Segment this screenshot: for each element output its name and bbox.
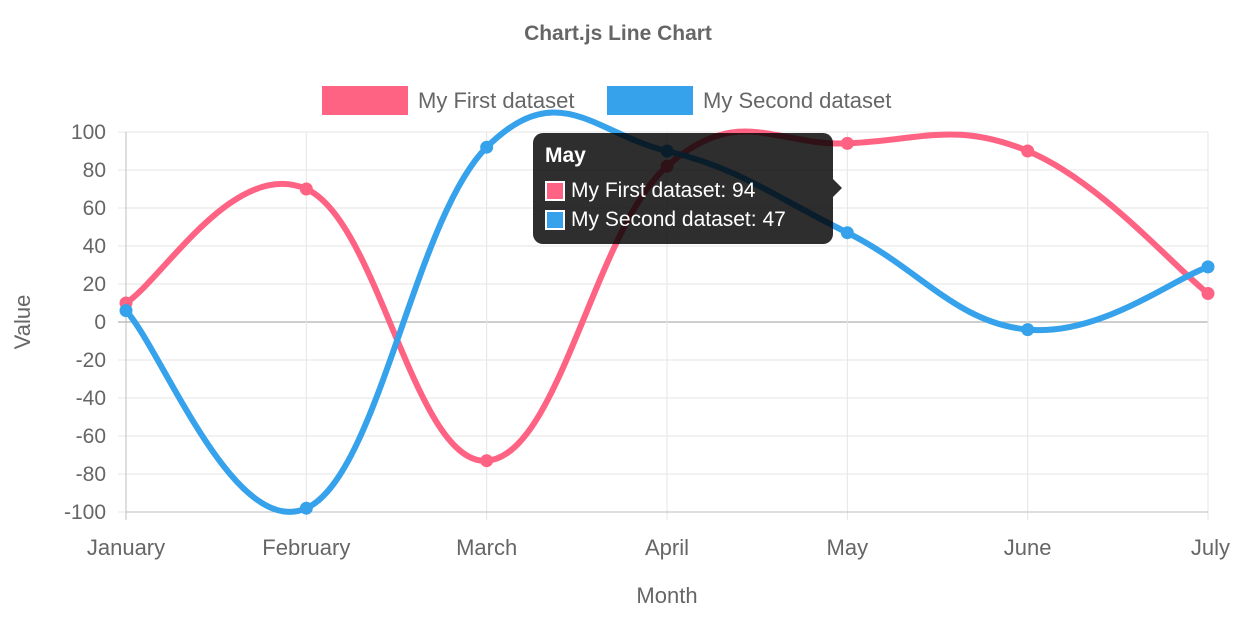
y-tick-label: 0 [94, 311, 106, 334]
data-point[interactable] [480, 454, 494, 468]
tooltip-swatch-first [545, 180, 565, 201]
legend-label: My Second dataset [703, 88, 891, 113]
y-tick-label: 40 [83, 235, 106, 258]
y-tick-label: -40 [76, 387, 106, 410]
x-tick-label: May [827, 535, 869, 560]
y-tick-label: 60 [83, 197, 106, 220]
y-tick-label: 80 [83, 159, 106, 182]
legend-swatch [322, 86, 408, 115]
x-tick-label: February [262, 535, 350, 560]
y-tick-label: 20 [83, 273, 106, 296]
data-point[interactable] [840, 136, 854, 150]
data-point[interactable] [840, 226, 854, 240]
data-point[interactable] [1201, 287, 1215, 300]
y-axis-ticks: 100 80 60 40 20 0 -20 -40 -60 -80 -100 [64, 121, 106, 524]
y-tick-label: -60 [76, 425, 106, 448]
y-axis-label: Value [10, 295, 35, 350]
x-axis-ticks: January February March April May June July [87, 535, 1230, 560]
data-point[interactable] [299, 501, 313, 515]
y-tick-label: 100 [71, 121, 106, 144]
x-tick-label: July [1191, 535, 1230, 560]
legend: My First dataset My Second dataset [322, 86, 891, 115]
x-tick-label: March [456, 535, 517, 560]
y-tick-label: -80 [76, 463, 106, 486]
chart-title: Chart.js Line Chart [524, 22, 712, 45]
data-point[interactable] [1021, 323, 1035, 337]
legend-swatch [607, 86, 693, 115]
x-axis-label: Month [636, 583, 697, 608]
series-line [123, 109, 1211, 515]
x-tick-label: June [1004, 535, 1052, 560]
data-point[interactable] [480, 140, 494, 154]
data-point[interactable] [1021, 144, 1035, 158]
x-tick-label: January [87, 535, 165, 560]
data-point[interactable] [299, 182, 313, 196]
tooltip-row: My Second dataset: 47 [545, 205, 821, 234]
data-point[interactable] [1201, 260, 1215, 274]
y-tick-label: -20 [76, 349, 106, 372]
tooltip-row: My First dataset: 94 [545, 176, 821, 205]
y-tick-label: -100 [64, 501, 106, 524]
legend-label: My First dataset [418, 88, 574, 113]
tooltip-row-label: My Second dataset: 47 [571, 207, 786, 231]
tooltip: May My First dataset: 94 My Second datas… [533, 133, 842, 244]
x-tick-label: April [645, 535, 689, 560]
tooltip-row-label: My First dataset: 94 [571, 178, 756, 202]
data-point[interactable] [119, 304, 133, 318]
tooltip-title: May [545, 144, 586, 167]
tooltip-swatch-second [545, 209, 565, 230]
